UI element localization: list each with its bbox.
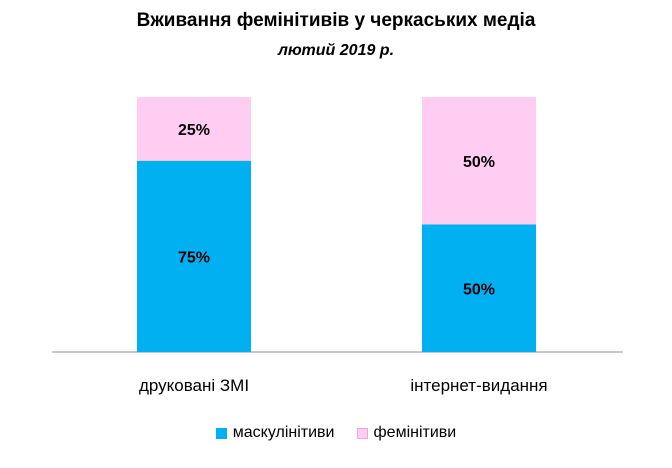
legend-item-feminine: фемінітиви bbox=[356, 424, 457, 442]
legend-label-masculine: маскулінітиви bbox=[232, 424, 335, 441]
legend-swatch-masculine bbox=[215, 427, 227, 439]
category-label-1: інтернет-видання bbox=[410, 376, 547, 395]
data-label-feminine-0: 25% bbox=[178, 122, 210, 139]
legend-item-masculine: маскулінітиви bbox=[215, 424, 335, 442]
bar-segment-masculine-1 bbox=[422, 224, 536, 352]
chart-subtitle: лютий 2019 р. bbox=[277, 42, 395, 59]
data-label-feminine-1: 50% bbox=[463, 154, 495, 171]
legend: маскулінітиви фемінітиви bbox=[0, 424, 672, 442]
category-label-0: друковані ЗМІ bbox=[139, 376, 249, 395]
legend-swatch-feminine bbox=[356, 427, 368, 439]
data-label-masculine-0: 75% bbox=[178, 249, 210, 266]
bar-segment-masculine-0 bbox=[137, 160, 251, 352]
chart-title: Вживання фемінітивів у черкаських медіа bbox=[136, 10, 536, 31]
legend-label-feminine: фемінітиви bbox=[373, 424, 457, 441]
data-label-masculine-1: 50% bbox=[463, 281, 495, 298]
bar-segment-feminine-1 bbox=[422, 97, 536, 225]
bar-segment-feminine-0 bbox=[137, 97, 251, 161]
